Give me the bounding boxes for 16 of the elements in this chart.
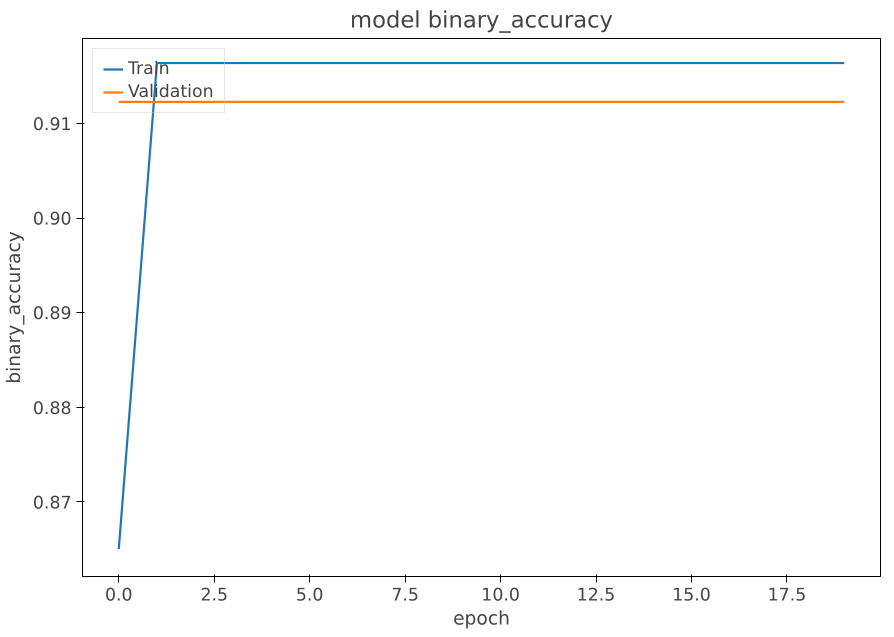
y-tick-label: 0.88 bbox=[32, 398, 72, 419]
y-axis-title: binary_accuracy bbox=[4, 231, 25, 384]
x-tick-label: 12.5 bbox=[576, 586, 616, 606]
x-axis-title: epoch bbox=[453, 608, 510, 630]
x-tick-label: 17.5 bbox=[768, 586, 806, 606]
y-tick-label: 0.89 bbox=[32, 304, 72, 324]
x-tick-label: 10.0 bbox=[481, 586, 520, 606]
y-tick-label: 0.91 bbox=[32, 115, 72, 136]
x-tick-label: 5.0 bbox=[296, 586, 324, 606]
x-tick-label: 15.0 bbox=[672, 586, 711, 606]
x-tick-label: 2.5 bbox=[200, 586, 228, 606]
chart-title: model binary_accuracy bbox=[350, 8, 613, 34]
x-tick-label: 7.5 bbox=[391, 586, 419, 606]
y-tick-label: 0.87 bbox=[32, 493, 72, 514]
x-tick-label: 0.0 bbox=[104, 586, 133, 606]
y-tick-label: 0.90 bbox=[32, 210, 72, 230]
